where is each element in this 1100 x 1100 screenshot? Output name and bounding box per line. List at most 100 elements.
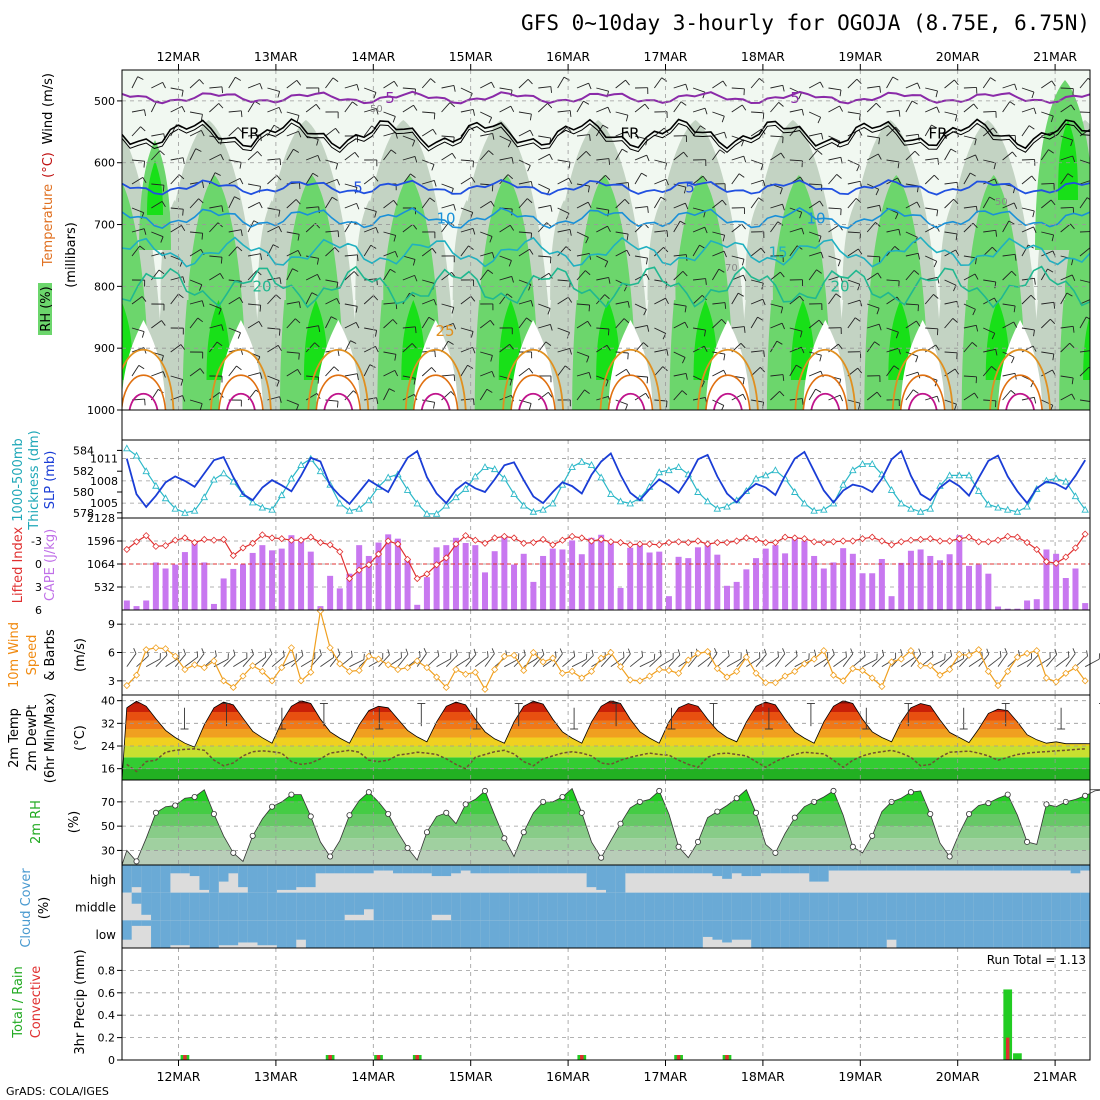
cape-bar bbox=[869, 573, 876, 610]
cloud-cell bbox=[664, 892, 675, 921]
cloud-cell bbox=[373, 865, 384, 871]
cloud-cell bbox=[780, 920, 791, 948]
thickness-point bbox=[974, 487, 983, 494]
rh2m-area bbox=[122, 788, 1090, 865]
date-label: 14MAR bbox=[351, 49, 395, 64]
wind-speed-point bbox=[578, 674, 586, 682]
rh2m-point bbox=[520, 829, 527, 836]
lifted-index-point bbox=[403, 555, 412, 563]
wind-speed-point bbox=[181, 665, 189, 674]
wind-barb bbox=[963, 375, 977, 384]
wind-barb bbox=[809, 251, 824, 259]
cloud-cell bbox=[325, 920, 336, 948]
wind-speed-point bbox=[975, 646, 983, 654]
wind-barb bbox=[1021, 87, 1035, 99]
wind-barb bbox=[286, 130, 302, 138]
cloud-cell bbox=[518, 920, 529, 948]
cloud-cell bbox=[751, 892, 762, 921]
wind-barb bbox=[596, 327, 610, 336]
wind-barb bbox=[595, 294, 610, 305]
wind-barb bbox=[190, 351, 204, 359]
cloud-cell-bg bbox=[964, 865, 975, 893]
cape-bar bbox=[375, 542, 382, 610]
wind-speed-point bbox=[733, 667, 741, 675]
cloud-cell bbox=[509, 920, 520, 948]
cloud-cell bbox=[480, 865, 491, 874]
wind-barb bbox=[228, 177, 244, 185]
cloud-cell bbox=[547, 892, 558, 921]
cape-bar bbox=[675, 556, 682, 610]
cloud-cell bbox=[373, 892, 384, 921]
wind-barb bbox=[421, 128, 437, 137]
wind-barb bbox=[131, 245, 145, 257]
cloud-cell bbox=[480, 920, 491, 948]
cape-bar bbox=[414, 604, 421, 610]
cloud-cell bbox=[799, 920, 810, 948]
cloud-cell bbox=[276, 892, 287, 921]
wind-barb bbox=[223, 649, 236, 667]
cloud-cell-bg bbox=[702, 865, 713, 893]
cape-bar bbox=[743, 569, 750, 610]
thickness-point bbox=[452, 493, 460, 501]
thickness-point bbox=[713, 504, 722, 512]
date-label: 15MAR bbox=[449, 49, 493, 64]
cloud-cell bbox=[935, 865, 946, 871]
wind-barb bbox=[397, 648, 409, 667]
cloud-cell bbox=[809, 920, 820, 948]
wind-barb bbox=[402, 375, 416, 385]
wind-barb bbox=[939, 649, 953, 667]
cloud-cell bbox=[247, 920, 258, 943]
wind-barb bbox=[692, 125, 706, 137]
cape-bar bbox=[1072, 568, 1079, 610]
wind-barb bbox=[189, 399, 203, 410]
thickness-point bbox=[181, 508, 189, 516]
rh2m-point bbox=[249, 832, 256, 839]
cloud-cell bbox=[315, 865, 326, 874]
wind-barb bbox=[344, 303, 358, 313]
isotherm bbox=[307, 349, 370, 410]
cloud-cell bbox=[228, 865, 239, 874]
wind-barb bbox=[1060, 292, 1073, 305]
cloud-cell bbox=[576, 920, 588, 948]
rh2m-point bbox=[772, 849, 779, 856]
wind-barb bbox=[228, 76, 241, 89]
wind-barb bbox=[325, 159, 339, 170]
cloud-cell bbox=[373, 920, 384, 948]
rh2m-axis-title: 2m RH bbox=[29, 800, 44, 844]
cloud-cell bbox=[770, 892, 781, 921]
lifted-index-point bbox=[200, 535, 208, 544]
lifted-index-point bbox=[171, 536, 179, 544]
cloud-cell bbox=[702, 865, 713, 874]
wind-barb bbox=[228, 229, 243, 237]
thickness-point bbox=[297, 461, 305, 468]
cloud-cell bbox=[344, 865, 355, 874]
rh2m-point bbox=[443, 809, 450, 816]
cape-bar bbox=[278, 548, 285, 610]
cloud-cell bbox=[518, 865, 529, 874]
cloud-cell bbox=[673, 920, 684, 948]
thickness-point bbox=[152, 481, 160, 489]
wind-barb bbox=[383, 80, 398, 89]
wind-speed-point bbox=[723, 673, 731, 681]
cloud-cell bbox=[538, 920, 549, 948]
wind-barb bbox=[1002, 83, 1018, 91]
thickness-point bbox=[287, 474, 296, 482]
thickness-axis-title: 1000-500mb bbox=[11, 438, 26, 522]
cloud-cell bbox=[654, 920, 665, 948]
cape-bar bbox=[162, 568, 169, 610]
wind-barb bbox=[286, 318, 301, 329]
li-tick-label: 0 bbox=[35, 558, 42, 571]
wind-barb bbox=[571, 653, 588, 668]
cape-bar bbox=[1043, 549, 1050, 610]
wind-barb bbox=[305, 292, 318, 305]
thickness-tick-label: 582 bbox=[73, 465, 94, 478]
wind-barb bbox=[209, 303, 222, 315]
rh-shade bbox=[218, 320, 263, 410]
cloud-cell bbox=[596, 892, 607, 921]
wind-barb bbox=[905, 133, 920, 141]
cape-bar bbox=[239, 564, 247, 610]
wind-barb bbox=[1079, 316, 1090, 329]
cloud-cell bbox=[1022, 892, 1033, 921]
lifted-index-point bbox=[626, 541, 634, 549]
cloud-cell bbox=[635, 865, 646, 874]
